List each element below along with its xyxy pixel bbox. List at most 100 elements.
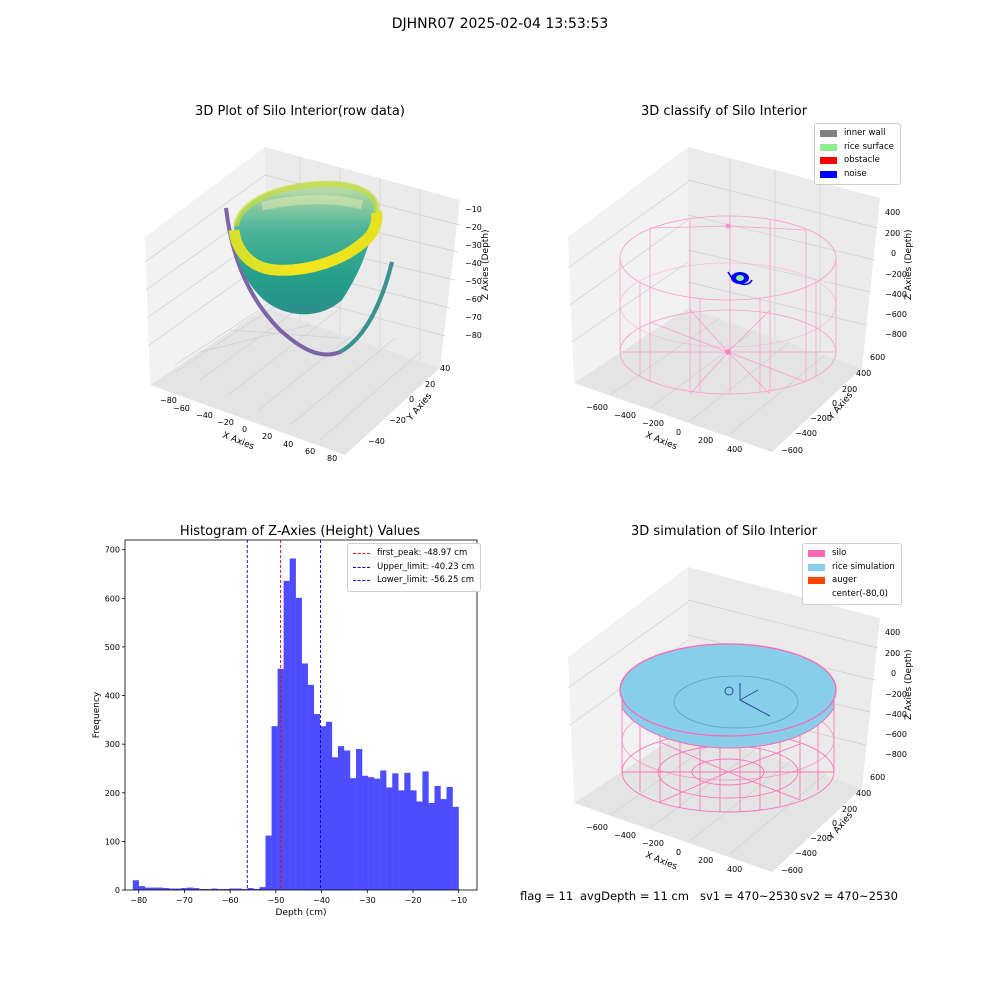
svg-text:−600: −600 — [885, 730, 907, 739]
svg-text:80: 80 — [327, 454, 337, 463]
svg-text:200: 200 — [698, 856, 713, 865]
svg-text:−200: −200 — [885, 270, 907, 279]
svg-text:400: 400 — [727, 445, 742, 454]
raw-bowl-rim — [228, 210, 383, 276]
histogram-bar — [156, 887, 164, 890]
histogram-bar — [398, 790, 405, 890]
svg-text:400: 400 — [885, 208, 900, 217]
svg-text:−20: −20 — [217, 418, 234, 427]
y-tick-label: 500 — [105, 643, 120, 652]
classify-z-ticks: 400 200 0 −200 −400 −600 −800 — [885, 208, 907, 339]
classify-y-ticks: 600 400 200 0 −200 −400 −600 — [781, 353, 885, 455]
legend-item-first-peak: first_peak: -48.97 cm — [353, 547, 474, 561]
classify-x-axis-label: X Axies — [644, 431, 679, 453]
histogram-bar — [235, 888, 242, 890]
svg-text:−40: −40 — [465, 259, 482, 268]
classify-floor-pane — [574, 308, 862, 452]
histogram-bar — [193, 888, 200, 890]
histogram-bar — [434, 785, 441, 890]
classify-plot-title: 3D classify of Silo Interior — [640, 104, 808, 119]
legend-item-upper-limit: Upper_limit: -40.23 cm — [353, 561, 474, 575]
histogram-bar — [211, 888, 218, 890]
svg-text:−400: −400 — [614, 411, 636, 420]
legend-item-auger: auger — [808, 574, 895, 588]
svg-text:−80: −80 — [465, 331, 482, 340]
svg-text:−200: −200 — [642, 419, 664, 428]
y-tick-label: 400 — [105, 692, 120, 701]
raw-plot-title: 3D Plot of Silo Interior(row data) — [195, 104, 405, 119]
svg-text:−20: −20 — [389, 416, 406, 425]
sim-x-ticks: −600 −400 −200 0 200 400 — [586, 823, 742, 874]
svg-text:−200: −200 — [810, 834, 832, 843]
classify-back-pane — [688, 147, 880, 368]
legend-item-noise: noise — [820, 168, 894, 182]
legend-item-inner-wall: inner wall — [820, 127, 894, 141]
histogram-bar — [229, 888, 236, 890]
svg-text:400: 400 — [885, 628, 900, 637]
svg-text:0: 0 — [409, 395, 414, 404]
x-tick-label: −80 — [130, 896, 147, 905]
footer-sv2: sv2 = 470~2530 — [800, 889, 898, 903]
svg-text:−80: −80 — [160, 396, 177, 405]
histogram-bar — [223, 889, 230, 890]
svg-text:−50: −50 — [465, 277, 482, 286]
y-tick-label: 600 — [105, 594, 120, 603]
figure-title: DJHNR07 2025-02-04 13:53:53 — [391, 16, 609, 32]
histogram-bar — [404, 772, 411, 890]
histogram-bar — [132, 880, 140, 890]
x-tick-label: −10 — [450, 896, 467, 905]
svg-text:40: 40 — [283, 440, 293, 449]
svg-text:−400: −400 — [795, 429, 817, 438]
svg-text:−40: −40 — [196, 411, 213, 420]
svg-text:−30: −30 — [465, 241, 482, 250]
histogram-bar — [356, 749, 363, 890]
histogram-bar — [452, 806, 459, 890]
svg-text:−400: −400 — [614, 831, 636, 840]
svg-text:0: 0 — [242, 425, 247, 434]
svg-text:200: 200 — [842, 385, 857, 394]
histogram-bar — [337, 746, 345, 890]
silo-swatch — [808, 550, 825, 558]
legend-item-center: center(-80,0) — [808, 588, 895, 602]
histogram-bar — [199, 889, 206, 890]
svg-text:0: 0 — [891, 249, 896, 258]
svg-text:20: 20 — [425, 380, 435, 389]
svg-text:−200: −200 — [810, 414, 832, 423]
svg-text:0: 0 — [832, 819, 837, 828]
legend-item-lower-limit: Lower_limit: -56.25 cm — [353, 574, 474, 588]
x-tick-label: −70 — [176, 896, 193, 905]
svg-text:−600: −600 — [586, 823, 608, 832]
x-tick-label: −40 — [313, 896, 330, 905]
y-tick-label: 300 — [105, 740, 120, 749]
svg-text:200: 200 — [842, 805, 857, 814]
svg-text:0: 0 — [676, 428, 681, 437]
svg-text:600: 600 — [870, 353, 885, 362]
histogram-bar — [144, 887, 152, 890]
svg-text:0: 0 — [891, 669, 896, 678]
histogram-bar — [283, 580, 290, 890]
histogram-bar — [150, 887, 158, 890]
legend-item-rice-simulation: rice simulation — [808, 561, 895, 575]
histogram-y-axis-label: Frequency — [92, 691, 102, 738]
footer-avg-depth: avgDepth = 11 cm — [580, 889, 689, 903]
y-tick-label: 700 — [105, 546, 120, 555]
raw-y-ticks: 40 20 0 −20 −40 — [368, 364, 450, 446]
histogram-bar — [295, 597, 302, 890]
classify-legend: inner wall rice surface obstacle noise — [814, 123, 901, 185]
histogram-bar — [307, 684, 314, 890]
y-tick-label: 0 — [115, 886, 120, 895]
histogram-bar — [253, 889, 260, 890]
svg-text:20: 20 — [262, 432, 272, 441]
histogram-bar — [277, 668, 284, 890]
legend-item-obstacle: obstacle — [820, 154, 894, 168]
rice-surface-swatch — [820, 143, 837, 151]
sim-x-axis-label: X Axies — [644, 851, 679, 873]
histogram-bar — [162, 888, 170, 890]
simulation-3d-plot: −600 −400 −200 0 200 400 X Axies 600 400… — [567, 567, 914, 875]
histogram-bar — [138, 886, 146, 890]
svg-text:−60: −60 — [465, 295, 482, 304]
histogram-bar — [331, 757, 339, 890]
histogram-bar — [271, 726, 278, 890]
svg-text:200: 200 — [885, 229, 900, 238]
inner-wall-swatch — [820, 130, 837, 138]
